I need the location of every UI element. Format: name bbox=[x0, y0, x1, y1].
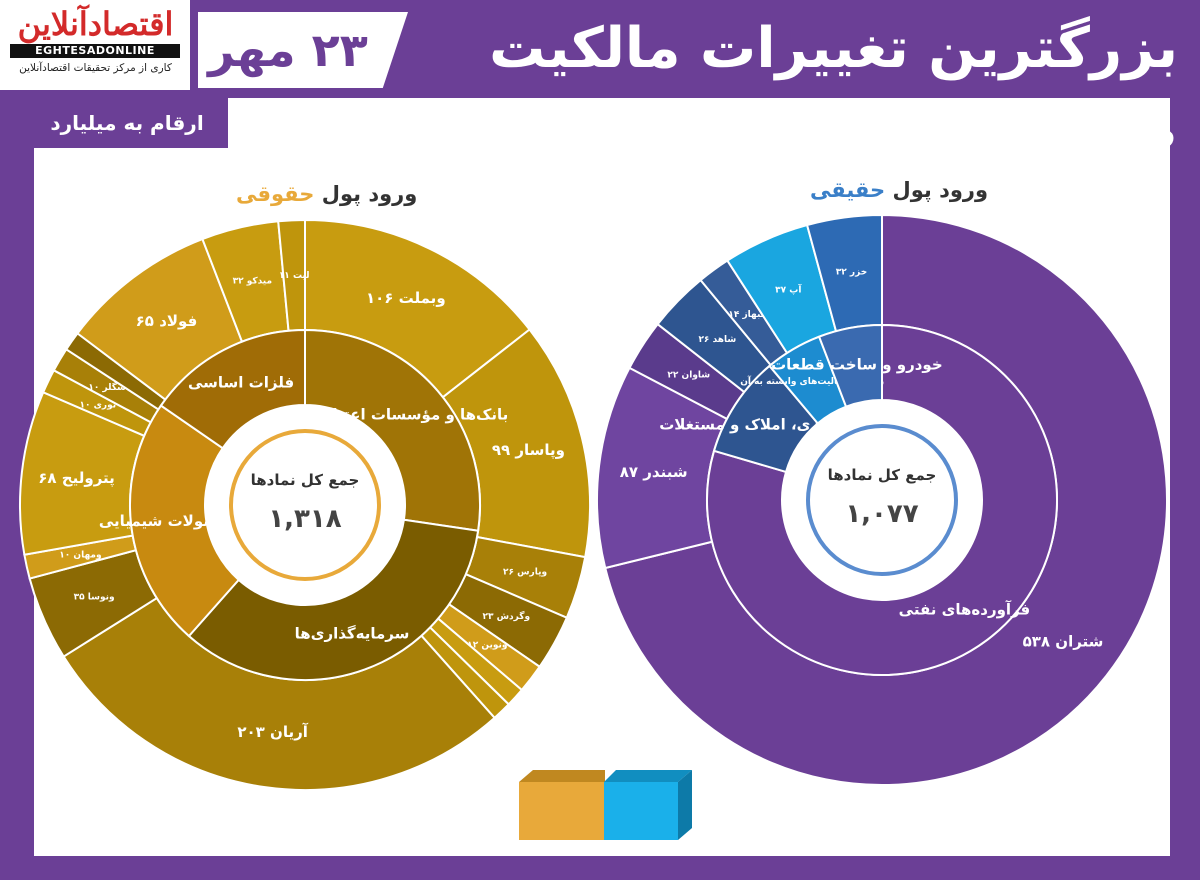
center-ring bbox=[806, 424, 958, 576]
outer-label: آپ ۳۷ bbox=[775, 283, 802, 295]
real-chart-title: ورود پول حقیقی bbox=[810, 178, 988, 202]
outer-label: شاوان ۲۲ bbox=[667, 371, 710, 381]
outer-label: فولاد ۶۵ bbox=[136, 312, 198, 330]
center-ring bbox=[229, 429, 381, 581]
logo-latin: EGHTESADONLINE bbox=[10, 44, 180, 58]
outer-label: شاهد ۲۶ bbox=[698, 335, 736, 345]
center-label: جمع کل نمادها bbox=[828, 466, 937, 484]
logo-name: اقتصادآنلاین bbox=[17, 5, 174, 43]
outer-label: خزر ۳۲ bbox=[836, 268, 867, 278]
logo-tagline: کاری از مرکز تحقیقات اقتصادآنلاین bbox=[19, 62, 172, 74]
legal-title-prefix: ورود پول bbox=[321, 182, 418, 206]
outer-label: لیت ۱۱ bbox=[279, 271, 310, 281]
inner-label: فرآورده‌های نفتی bbox=[899, 601, 1031, 619]
inner-label: بانک‌ها و مؤسسات اعتباری bbox=[310, 406, 508, 424]
center-label: جمع کل نمادها bbox=[251, 471, 360, 489]
legal-chart-title: ورود پول حقوقی bbox=[236, 182, 417, 206]
inner-label: محصولات شیمیایی bbox=[99, 512, 238, 530]
center-disc bbox=[782, 400, 982, 600]
date-badge: ۲۳ مهر bbox=[198, 12, 408, 88]
outer-label: ونوسا ۳۵ bbox=[74, 592, 115, 602]
date-text: ۲۳ مهر bbox=[208, 23, 368, 77]
outer-label: آریان ۲۰۳ bbox=[237, 723, 308, 741]
outer-label: پترولیح ۶۸ bbox=[38, 469, 115, 488]
outer-label: نوری ۱۰ bbox=[80, 401, 117, 411]
outer-label: وپاسار ۹۹ bbox=[492, 441, 565, 460]
legal-legend-block bbox=[519, 770, 605, 840]
logo: اقتصادآنلاین EGHTESADONLINE کاری از مرکز… bbox=[0, 0, 190, 90]
inner-label: فلزات اساسی bbox=[188, 374, 294, 392]
real-title-highlight: حقیقی bbox=[810, 178, 886, 202]
outer-label: ونوین ۱۲ bbox=[467, 641, 507, 651]
outer-label: ومهان ۱۰ bbox=[59, 550, 101, 560]
outer-label: وپارس ۲۶ bbox=[503, 567, 547, 577]
outer-label: وگردش ۲۳ bbox=[482, 610, 530, 622]
unit-note-text: ارقام به میلیارد تومان bbox=[50, 111, 204, 185]
real-legend-block bbox=[604, 770, 692, 840]
center-disc bbox=[205, 405, 405, 605]
real-title-prefix: ورود پول bbox=[892, 178, 989, 202]
outer-label: شتران ۵۳۸ bbox=[1023, 632, 1104, 650]
outer-label: شگلر ۱۰ bbox=[88, 381, 126, 393]
outer-label: ثبهاز ۱۴ bbox=[728, 310, 764, 320]
outer-label: شبندر ۸۷ bbox=[620, 463, 688, 481]
center-value: ۱,۳۱۸ bbox=[268, 504, 341, 534]
unit-note: ارقام به میلیارد تومان bbox=[34, 98, 228, 185]
inner-label: سرمایه‌گذاری‌ها bbox=[295, 625, 410, 643]
outer-label: میدکو ۳۲ bbox=[233, 277, 272, 287]
legal-title-highlight: حقوقی bbox=[236, 182, 315, 206]
inner-label: خودرو و ساخت قطعات bbox=[771, 355, 943, 373]
outer-label: وبملت ۱۰۶ bbox=[366, 289, 446, 307]
center-value: ۱,۰۷۷ bbox=[845, 499, 918, 529]
